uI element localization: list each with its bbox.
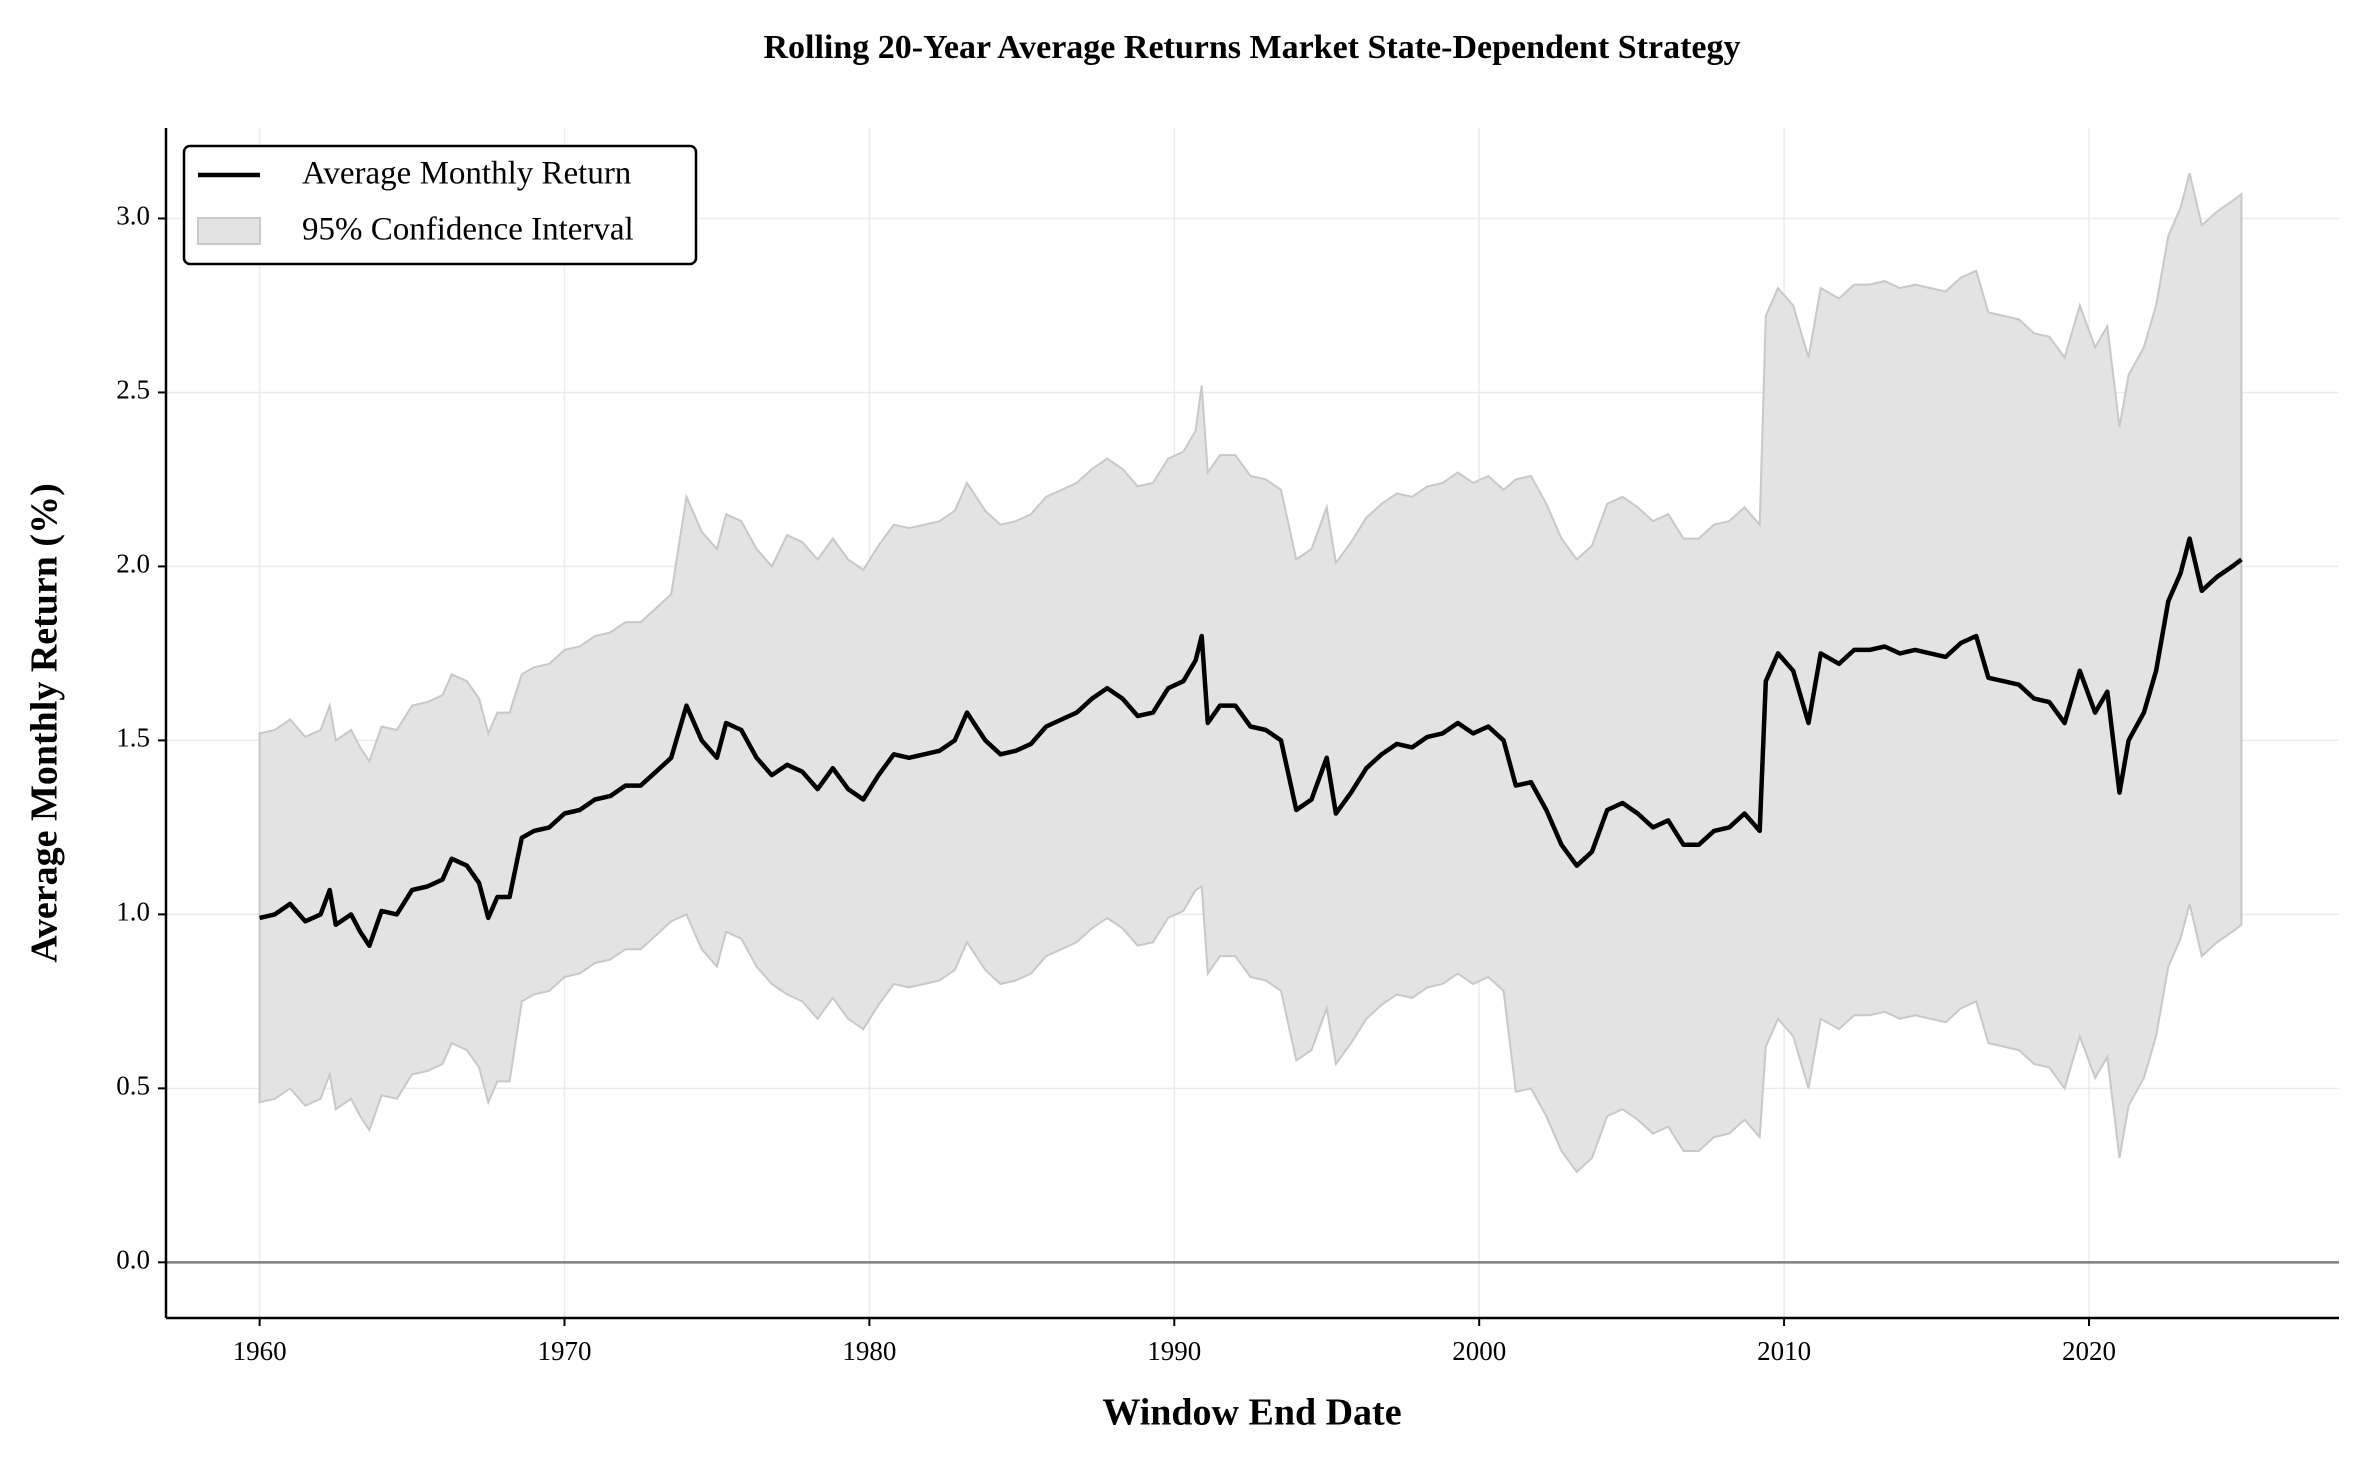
x-tick-label: 1970 [538,1336,592,1366]
confidence-band [258,172,2243,1174]
x-tick-label: 1990 [1147,1336,1201,1366]
y-tick-label: 0.5 [116,1071,150,1101]
chart-title: Rolling 20-Year Average Returns Market S… [763,29,1740,66]
y-tick-label: 1.0 [116,897,150,927]
y-tick-label: 2.0 [116,549,150,579]
y-tick-label: 1.5 [116,723,150,753]
x-tick-label: 2000 [1452,1336,1506,1366]
y-tick-label: 0.0 [116,1245,150,1275]
y-tick-label: 3.0 [116,201,150,231]
line [259,536,2243,948]
legend-box [182,144,698,266]
legend-label: Average Monthly Return [302,156,631,192]
x-tick-label: 2010 [1757,1336,1811,1366]
x-tick-label: 1980 [842,1336,896,1366]
x-axis-label: Window End Date [1102,1392,1401,1434]
x-tick-label: 1960 [233,1336,287,1366]
legend-swatch [197,217,261,245]
y-tick-label: 2.5 [116,375,150,405]
x-tick-label: 2020 [2062,1336,2116,1366]
legend-label: 95% Confidence Interval [302,212,634,248]
y-axis-label: Average Monthly Return (%) [24,483,66,962]
